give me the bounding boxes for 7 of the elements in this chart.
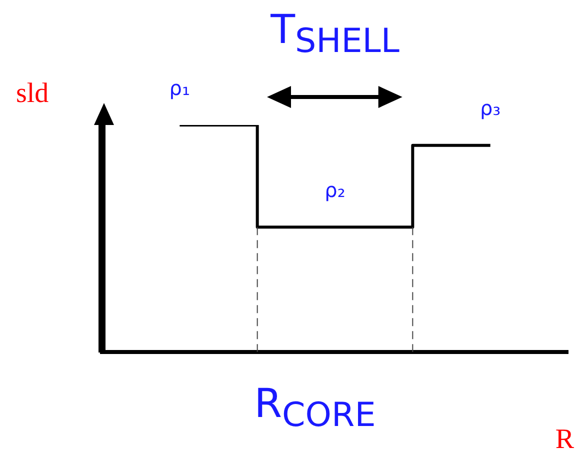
x-axis-title: R [555, 424, 574, 456]
text: T$_{SHELL}$ [270, 7, 400, 60]
y-axis-title: sld [16, 78, 49, 110]
text: ρ₁ [169, 76, 190, 100]
text: R$_{CORE}$ [254, 381, 376, 434]
text: ρ₃ [480, 96, 501, 120]
annotation: ρ₂ [324, 178, 346, 202]
